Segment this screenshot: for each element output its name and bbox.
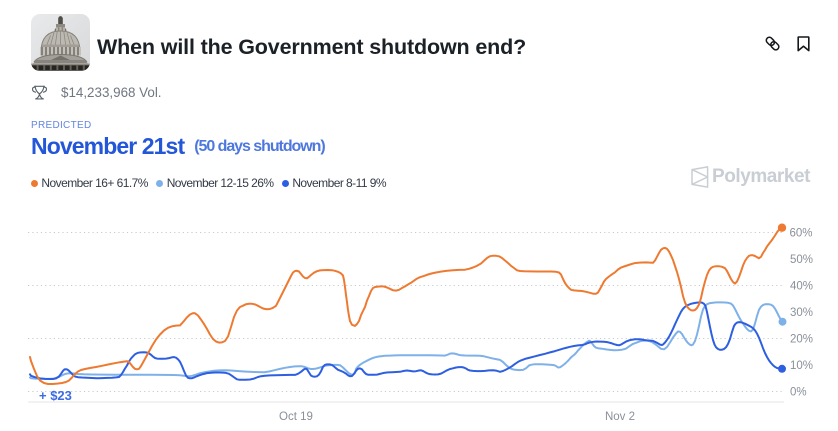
- svg-text:40%: 40%: [790, 281, 813, 293]
- svg-text:20%: 20%: [790, 334, 813, 346]
- svg-text:Oct 19: Oct 19: [279, 411, 313, 423]
- svg-text:Nov 2: Nov 2: [605, 411, 635, 423]
- svg-text:30%: 30%: [790, 307, 813, 319]
- svg-text:+ $23: + $23: [39, 388, 72, 403]
- svg-text:60%: 60%: [790, 228, 813, 240]
- svg-text:0%: 0%: [790, 387, 807, 399]
- svg-text:50%: 50%: [790, 254, 813, 266]
- svg-text:10%: 10%: [790, 360, 813, 372]
